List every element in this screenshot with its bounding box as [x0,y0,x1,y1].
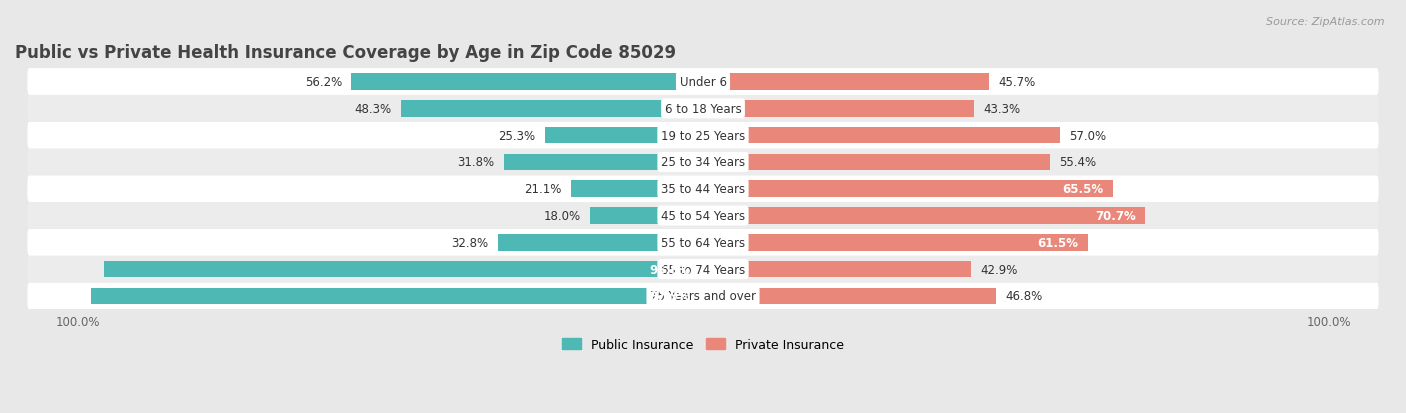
Bar [401,101,703,117]
Bar [90,288,703,304]
Text: 42.9%: 42.9% [981,263,1018,276]
FancyBboxPatch shape [27,122,1379,149]
Text: 61.5%: 61.5% [1038,236,1078,249]
Text: 31.8%: 31.8% [457,156,495,169]
FancyBboxPatch shape [27,176,1379,203]
Text: 75 Years and over: 75 Years and over [650,290,756,303]
Text: 45 to 54 Years: 45 to 54 Years [661,209,745,223]
Text: 46.8%: 46.8% [1005,290,1042,303]
Text: 19 to 25 Years: 19 to 25 Years [661,129,745,142]
Bar [591,208,703,224]
Bar [703,208,1146,224]
FancyBboxPatch shape [27,149,1379,176]
Text: 56.2%: 56.2% [305,76,342,89]
FancyBboxPatch shape [27,203,1379,229]
FancyBboxPatch shape [27,229,1379,256]
Text: 32.8%: 32.8% [451,236,488,249]
Bar [104,261,703,278]
Text: 6 to 18 Years: 6 to 18 Years [665,102,741,116]
Bar [703,154,1049,171]
Bar [703,74,988,90]
Text: 45.7%: 45.7% [998,76,1035,89]
Text: 18.0%: 18.0% [544,209,581,223]
FancyBboxPatch shape [27,96,1379,122]
Text: 65.5%: 65.5% [1062,183,1104,196]
Text: Public vs Private Health Insurance Coverage by Age in Zip Code 85029: Public vs Private Health Insurance Cover… [15,44,676,62]
Bar [498,235,703,251]
Text: 35 to 44 Years: 35 to 44 Years [661,183,745,196]
Bar [703,235,1088,251]
Text: Under 6: Under 6 [679,76,727,89]
Text: 25 to 34 Years: 25 to 34 Years [661,156,745,169]
Bar [703,101,974,117]
FancyBboxPatch shape [27,283,1379,309]
FancyBboxPatch shape [27,256,1379,283]
Text: 65 to 74 Years: 65 to 74 Years [661,263,745,276]
Bar [544,128,703,144]
Bar [703,181,1112,197]
Text: 95.8%: 95.8% [650,263,690,276]
Text: 97.9%: 97.9% [650,290,690,303]
Bar [571,181,703,197]
Bar [352,74,703,90]
Bar [703,261,972,278]
Text: Source: ZipAtlas.com: Source: ZipAtlas.com [1267,17,1385,26]
Legend: Public Insurance, Private Insurance: Public Insurance, Private Insurance [557,333,849,356]
Text: 55.4%: 55.4% [1059,156,1097,169]
Text: 48.3%: 48.3% [354,102,391,116]
Bar [505,154,703,171]
Text: 43.3%: 43.3% [983,102,1021,116]
Text: 25.3%: 25.3% [498,129,536,142]
Bar [703,288,995,304]
Text: 21.1%: 21.1% [524,183,561,196]
Text: 55 to 64 Years: 55 to 64 Years [661,236,745,249]
Text: 57.0%: 57.0% [1069,129,1107,142]
FancyBboxPatch shape [27,69,1379,96]
Text: 70.7%: 70.7% [1095,209,1136,223]
Bar [703,128,1060,144]
